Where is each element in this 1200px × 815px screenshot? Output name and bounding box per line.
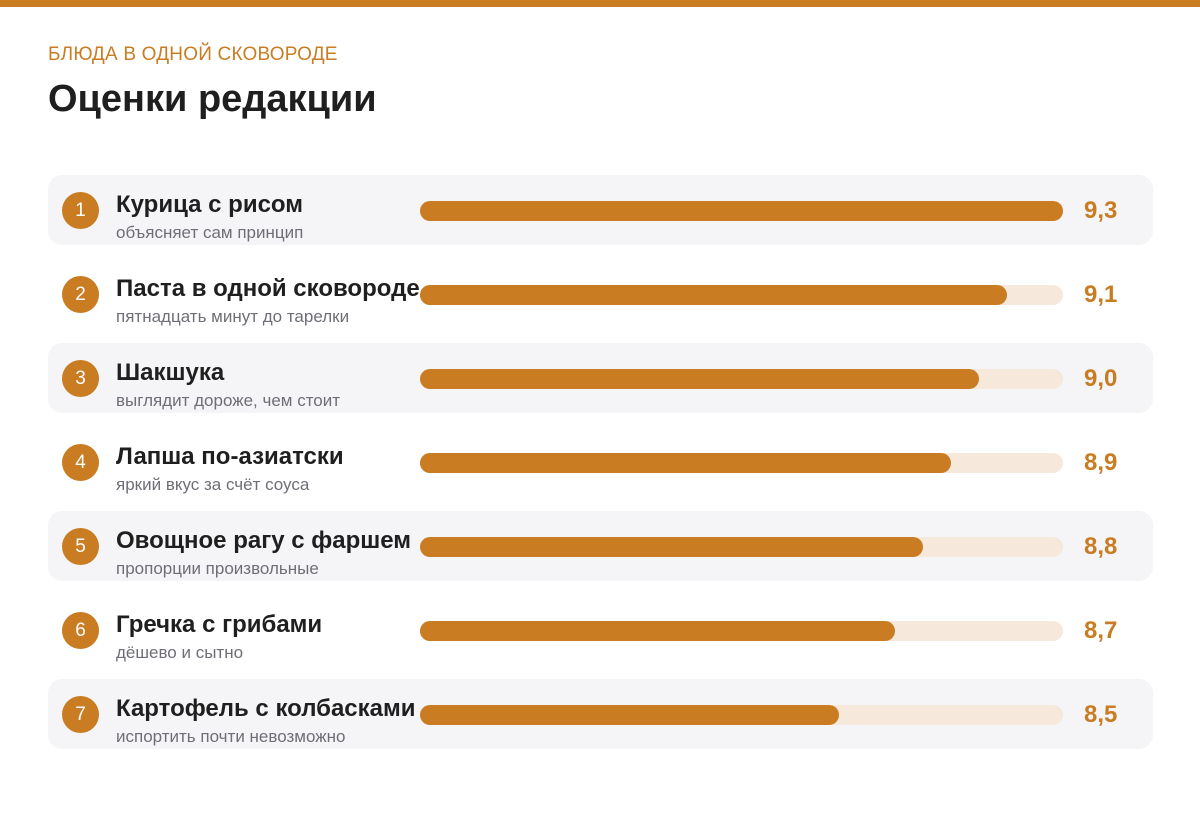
bar-track [420, 537, 1063, 557]
dish-note: пропорции произвольные [116, 559, 319, 578]
rating-row: 5 Овощное рагу с фаршем пропорции произвол… [48, 511, 1153, 581]
bar-track [420, 705, 1063, 725]
bar-track [420, 285, 1063, 305]
rating-row: 6 Гречка с грибами дёшево и сытно 8,7 [48, 595, 1153, 665]
dish-note: объясняет сам принцип [116, 223, 304, 242]
dish-name: Курица с рисом [116, 191, 304, 218]
page-title: Оценки редакции [48, 78, 377, 120]
rank-badge: 1 [62, 192, 99, 229]
dish-name: Паста в одной сковороде [116, 275, 420, 302]
rank-badge: 4 [62, 444, 99, 481]
bar [420, 285, 1008, 305]
rating-row: 2 Паста в одной сковороде пятнадцать минут… [48, 259, 1153, 329]
top-accent-bar [0, 0, 1200, 7]
score-label: 9,1 [1084, 281, 1118, 308]
bar [420, 369, 980, 389]
bar [420, 621, 896, 641]
rating-row: 7 Картофель с колбасками испортить почти н… [48, 679, 1153, 749]
bar-track [420, 201, 1063, 221]
rank-badge: 2 [62, 276, 99, 313]
bar [420, 537, 924, 557]
dish-note: яркий вкус за счёт соуса [116, 475, 310, 494]
dish-name: Гречка с грибами [116, 611, 323, 638]
bar [420, 453, 952, 473]
dish-name: Овощное рагу с фаршем [116, 527, 412, 554]
dish-note: выглядит дороже, чем стоит [116, 391, 341, 410]
ratings-chart: 1 Курица с рисом объясняет сам принцип 9,3 2… [48, 175, 1153, 763]
dish-note: испортить почти невозможно [116, 727, 346, 746]
dish-note: дёшево и сытно [116, 643, 244, 662]
score-label: 9,0 [1084, 365, 1118, 392]
score-label: 8,5 [1084, 701, 1118, 728]
rating-row: 1 Курица с рисом объясняет сам принцип 9,3 [48, 175, 1153, 245]
bar-track [420, 369, 1063, 389]
rank-badge: 3 [62, 360, 99, 397]
bar-track [420, 453, 1063, 473]
score-label: 9,3 [1084, 197, 1118, 224]
dish-name: Картофель с колбасками [116, 695, 416, 722]
rank-badge: 7 [62, 696, 99, 733]
score-label: 8,8 [1084, 533, 1118, 560]
score-label: 8,9 [1084, 449, 1118, 476]
dish-name: Шакшука [116, 359, 225, 386]
bar [420, 201, 1063, 221]
kicker-label: БЛЮДА В ОДНОЙ СКОВОРОДЕ [48, 44, 338, 65]
rank-badge: 6 [62, 612, 99, 649]
score-label: 8,7 [1084, 617, 1118, 644]
bar-track [420, 621, 1063, 641]
bar [420, 705, 840, 725]
rating-row: 3 Шакшука выглядит дороже, чем стоит 9,0 [48, 343, 1153, 413]
dish-note: пятнадцать минут до тарелки [116, 307, 350, 326]
rating-row: 4 Лапша по-азиатски яркий вкус за счёт соу… [48, 427, 1153, 497]
rank-badge: 5 [62, 528, 99, 565]
dish-name: Лапша по-азиатски [116, 443, 344, 470]
